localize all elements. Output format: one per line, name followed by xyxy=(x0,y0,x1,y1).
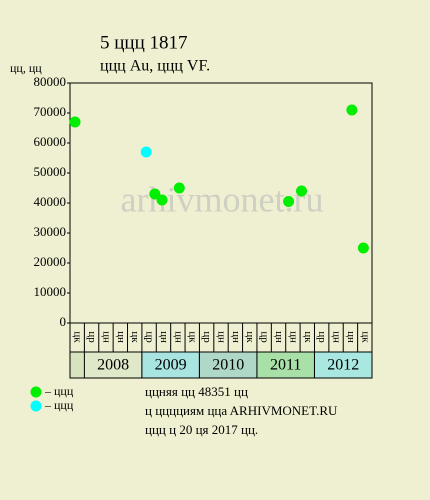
point xyxy=(296,185,308,197)
year-cell xyxy=(256,351,315,379)
y-tick-label: 20000 xyxy=(34,254,67,269)
column-label: цн xyxy=(273,331,285,343)
column-label: цк xyxy=(359,331,371,343)
point xyxy=(346,104,358,116)
column-label: цн xyxy=(345,331,357,343)
point xyxy=(149,188,161,200)
column-label: цн xyxy=(172,331,184,343)
y-tick-label: 80000 xyxy=(34,74,67,89)
chart-subtitle: ццц Au, ццц VF. xyxy=(100,58,210,75)
column-label: цн xyxy=(115,331,127,343)
column-label: цк xyxy=(244,331,256,343)
year-label: 2012 xyxy=(327,357,359,374)
legend-marker xyxy=(30,400,42,412)
column-label: цк xyxy=(72,331,84,343)
note: ц цццциям ццa ARHIVMONET.RU xyxy=(145,403,338,418)
column-label: цр xyxy=(86,331,98,343)
y-tick-label: 30000 xyxy=(34,224,67,239)
column-label: цк xyxy=(187,331,199,343)
column-label: цк xyxy=(129,331,141,343)
point xyxy=(357,242,369,254)
y-tick-label: 70000 xyxy=(34,104,67,119)
point xyxy=(69,116,81,128)
y-tick-label: 10000 xyxy=(34,284,67,299)
legend-label: – ццц xyxy=(44,398,74,412)
year-cell xyxy=(141,351,200,379)
column-label: цн xyxy=(287,331,299,343)
y-tick-label: 60000 xyxy=(34,134,67,149)
point xyxy=(283,196,295,207)
column-label: цр xyxy=(201,331,213,343)
note: ццняя цц 48351 цц xyxy=(145,384,248,399)
column-label: цр xyxy=(259,331,271,343)
column-label: цн xyxy=(158,331,170,343)
year-label: 2011 xyxy=(270,357,301,374)
column-label: цр xyxy=(316,331,328,343)
legend-label: – ццц xyxy=(44,384,74,398)
y-tick-label: 50000 xyxy=(34,164,67,179)
year-label: 2008 xyxy=(97,357,129,374)
column-label: цн xyxy=(331,331,343,343)
point xyxy=(173,182,185,194)
column-label: цн xyxy=(230,331,242,343)
column-label: цн xyxy=(215,331,227,343)
note: ццц ц 20 ця 2017 цц. xyxy=(145,422,258,437)
point xyxy=(140,146,152,158)
point xyxy=(156,194,168,206)
y-axis-label: цц, цц xyxy=(10,61,42,75)
y-tick-label: 0 xyxy=(60,314,67,329)
chart-title: 5 ццц 1817 xyxy=(100,32,188,53)
year-cell xyxy=(313,351,373,379)
year-label: 2010 xyxy=(212,357,244,374)
column-label: цн xyxy=(100,331,112,343)
column-label: цр xyxy=(144,331,156,343)
legend-marker xyxy=(30,386,42,398)
column-label: цк xyxy=(302,331,314,343)
y-tick-label: 40000 xyxy=(34,194,67,209)
year-label: 2009 xyxy=(155,357,187,374)
